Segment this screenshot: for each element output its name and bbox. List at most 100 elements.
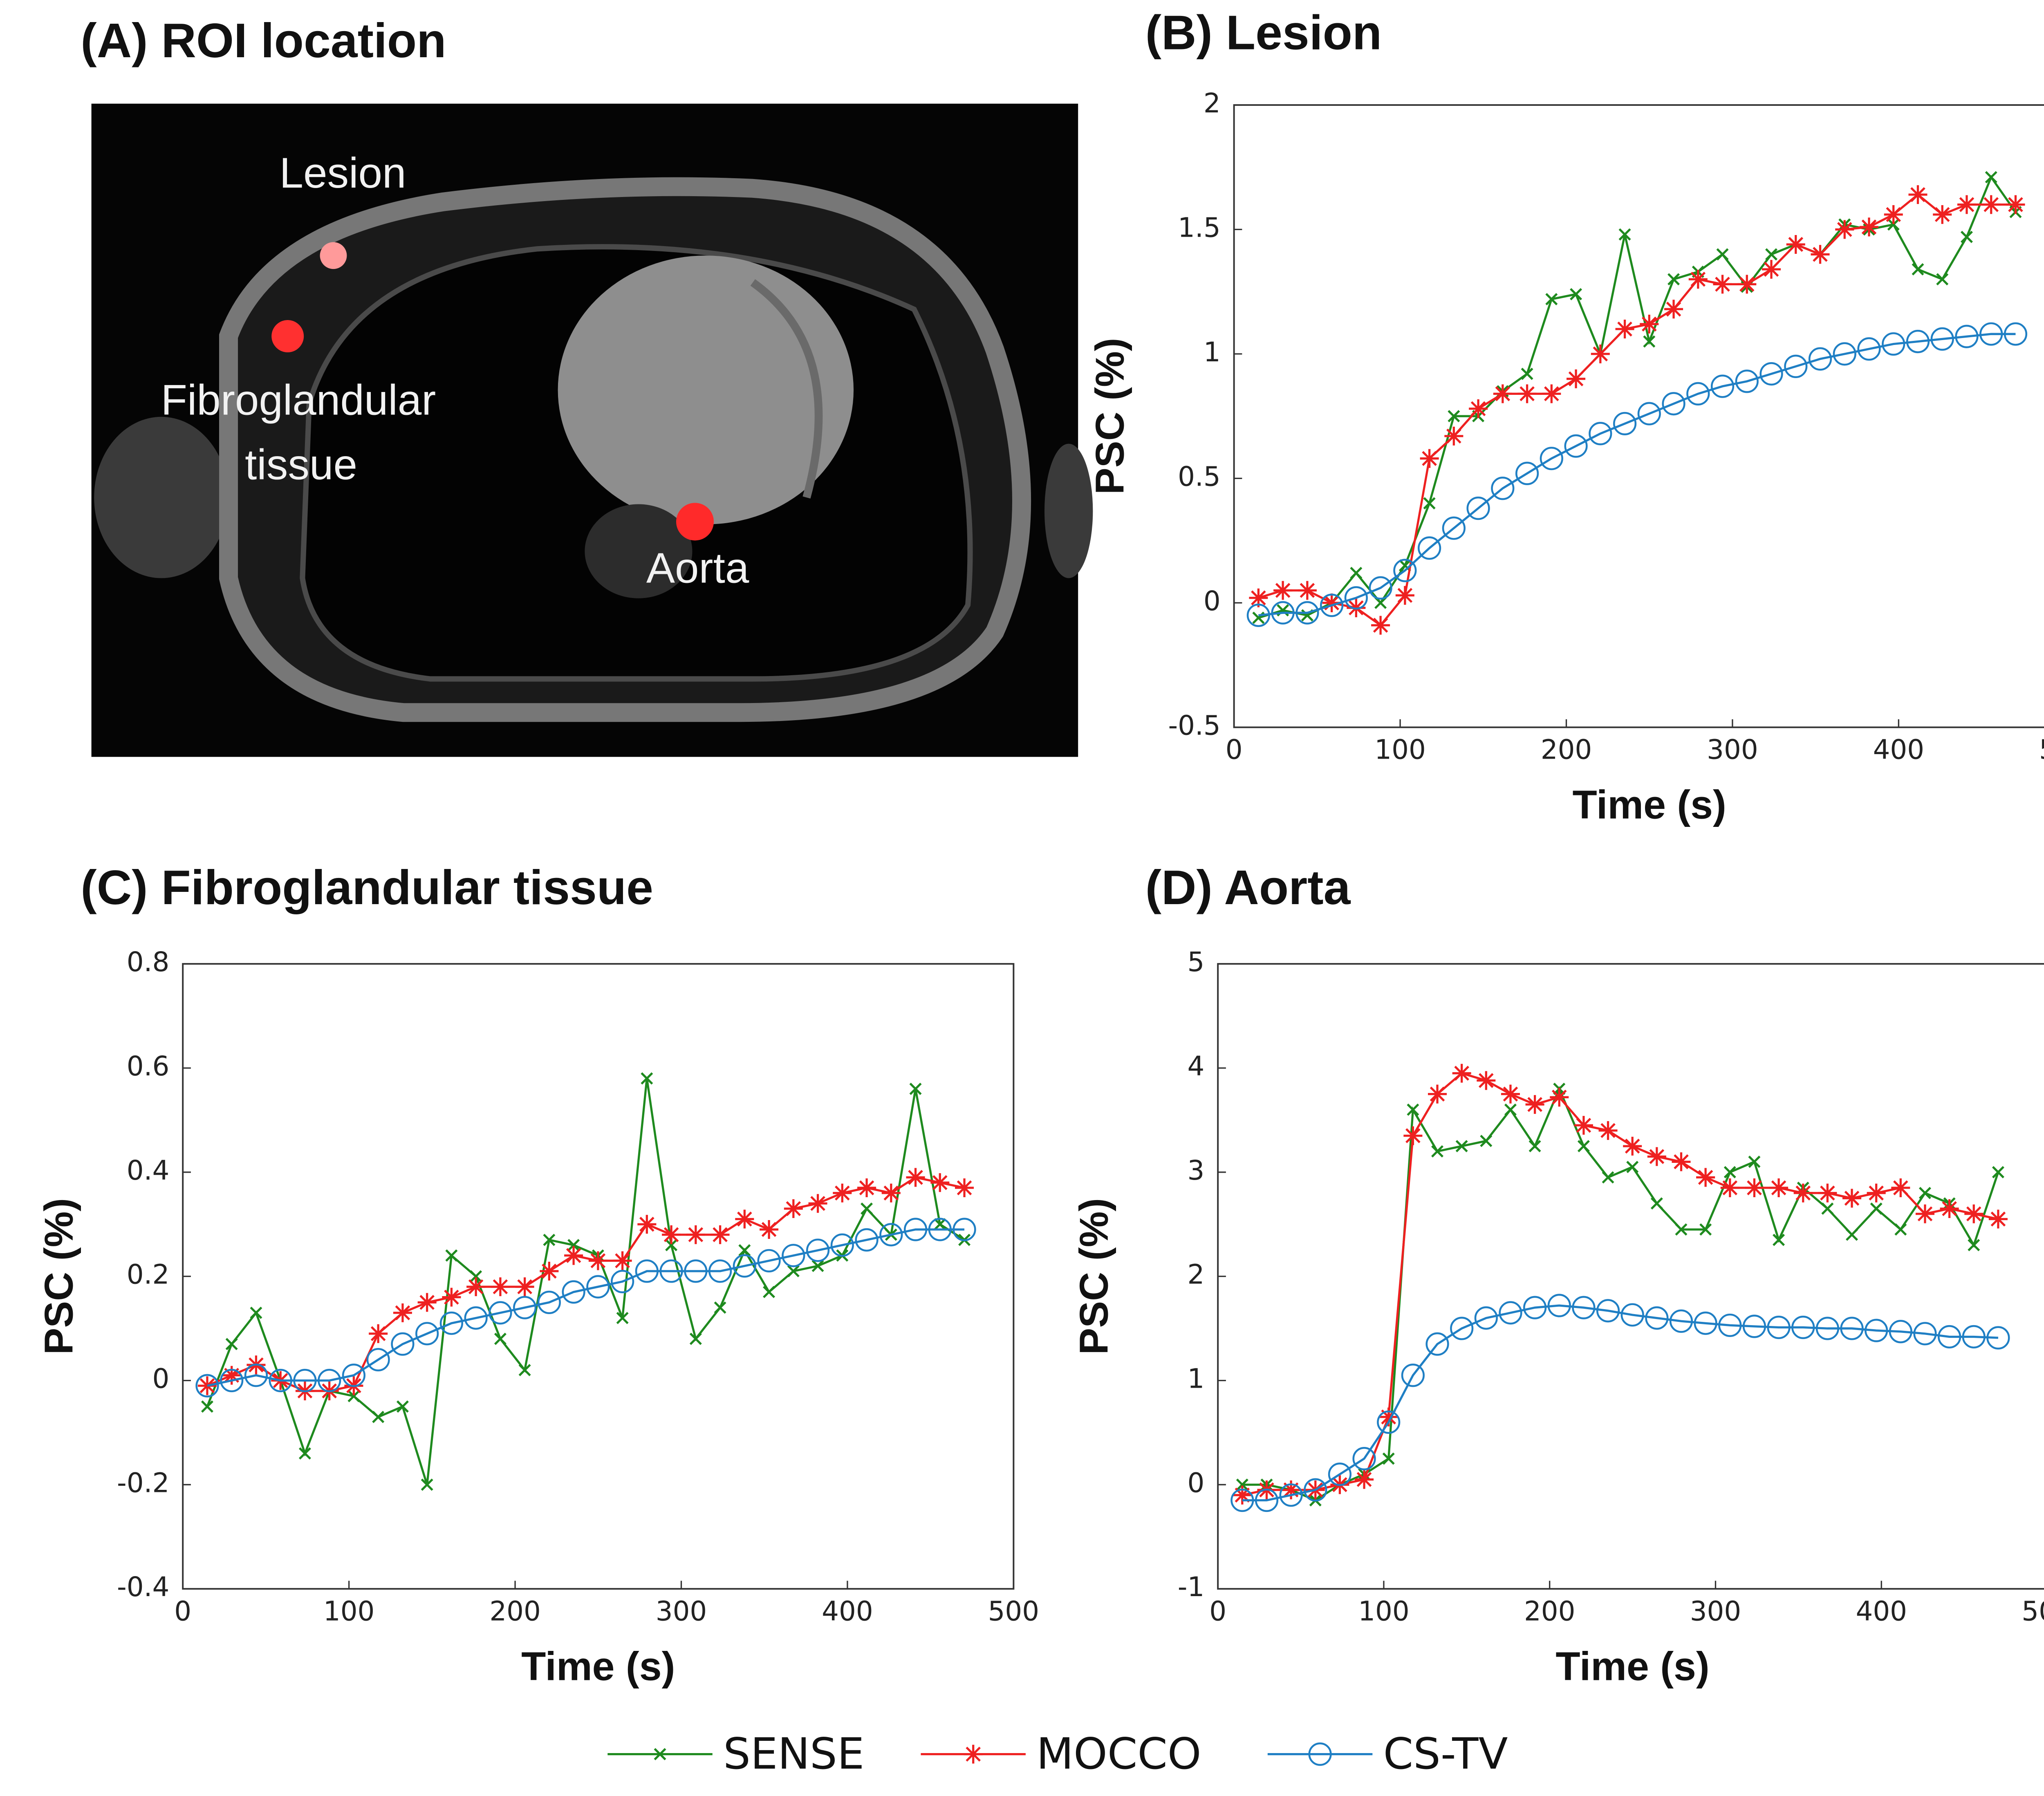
marker — [1669, 1309, 1693, 1333]
chart-title: (C) Fibroglandular tissue — [81, 861, 653, 915]
marker — [689, 1332, 702, 1345]
marker — [1542, 384, 1561, 403]
y-tick-label: 0.2 — [127, 1259, 170, 1290]
marker — [1786, 235, 1805, 254]
marker — [1724, 1166, 1736, 1178]
marker — [1955, 325, 1979, 348]
marker — [2004, 322, 2028, 346]
marker — [1908, 185, 1927, 204]
x-tick-label: 0 — [1226, 734, 1243, 766]
marker — [1540, 447, 1563, 470]
x-tick-label: 500 — [2039, 734, 2044, 766]
marker — [1981, 195, 2001, 214]
marker — [537, 1290, 561, 1314]
marker — [1271, 601, 1295, 625]
marker — [1640, 314, 1659, 334]
marker — [220, 1368, 244, 1393]
marker — [1762, 260, 1781, 279]
marker — [1499, 1301, 1522, 1325]
roi-label: Lesion — [279, 149, 406, 197]
marker — [1618, 228, 1631, 241]
marker — [293, 1368, 317, 1393]
x-tick-label: 100 — [1374, 734, 1426, 766]
marker — [1477, 1071, 1496, 1090]
marker — [1450, 1317, 1474, 1340]
x-axis-label: Time (s) — [1573, 782, 1726, 827]
panel-title: (A) ROI location — [81, 14, 446, 68]
x-tick-label: 500 — [988, 1595, 1040, 1627]
marker — [518, 1364, 531, 1377]
roi-label: Fibroglandular — [161, 376, 436, 424]
marker — [784, 1199, 803, 1218]
marker — [1547, 1294, 1571, 1317]
marker — [1936, 273, 1949, 286]
marker — [738, 1244, 751, 1256]
y-tick-label: 4 — [1187, 1050, 1204, 1082]
marker — [616, 1312, 629, 1324]
marker — [1431, 1145, 1444, 1158]
series-line — [1242, 1304, 1999, 1502]
marker — [1379, 1407, 1398, 1426]
x-tick-label: 400 — [822, 1595, 873, 1627]
marker — [1930, 327, 1954, 351]
x-tick-label: 0 — [1209, 1595, 1226, 1627]
marker — [588, 1251, 607, 1270]
marker — [735, 1209, 754, 1229]
series-line — [207, 1228, 965, 1387]
marker — [1912, 263, 1924, 275]
y-tick-label: -0.4 — [117, 1571, 169, 1603]
marker — [1564, 434, 1588, 458]
marker — [1452, 1064, 1471, 1083]
marker — [1645, 1306, 1669, 1330]
marker — [1882, 332, 1905, 356]
marker — [1891, 1178, 1910, 1198]
x-tick-label: 400 — [1873, 734, 1925, 766]
marker — [708, 1259, 732, 1283]
marker — [1664, 300, 1683, 319]
y-tick-label: 0.4 — [127, 1155, 170, 1186]
marker — [421, 1478, 433, 1491]
marker — [955, 1178, 974, 1198]
y-tick-label: 2 — [1204, 87, 1221, 119]
marker — [879, 1223, 903, 1247]
marker — [1613, 412, 1637, 436]
marker — [1791, 1315, 1815, 1339]
marker — [515, 1277, 534, 1297]
marker — [393, 1303, 412, 1322]
marker — [1455, 1140, 1468, 1153]
marker — [710, 1225, 730, 1244]
marker — [1845, 1228, 1858, 1241]
marker — [1710, 374, 1735, 398]
marker — [445, 1249, 458, 1262]
marker — [1474, 1306, 1498, 1330]
marker — [1643, 335, 1656, 348]
marker — [1620, 1303, 1644, 1327]
marker — [466, 1277, 486, 1297]
marker — [347, 1390, 360, 1402]
marker — [562, 1280, 585, 1304]
marker — [396, 1400, 409, 1413]
marker — [1675, 1223, 1688, 1236]
marker — [662, 1225, 681, 1244]
marker — [1403, 1126, 1423, 1145]
marker — [903, 1218, 928, 1241]
marker — [1480, 1135, 1493, 1147]
marker — [1469, 399, 1488, 418]
marker — [857, 1178, 876, 1198]
y-tick-label: 0 — [1204, 585, 1221, 617]
y-tick-label: 0 — [1187, 1467, 1204, 1498]
marker — [342, 1364, 366, 1387]
marker — [659, 1259, 683, 1283]
y-axis-label: PSC (%) — [36, 1198, 81, 1355]
x-tick-label: 200 — [1541, 734, 1592, 766]
marker — [1529, 1140, 1541, 1153]
roi-label: tissue — [245, 441, 357, 489]
marker — [1374, 596, 1387, 609]
x-tick-label: 300 — [1707, 734, 1758, 766]
marker — [1979, 322, 2003, 346]
marker — [1960, 231, 1973, 243]
marker — [1662, 392, 1685, 416]
marker — [1765, 248, 1778, 261]
marker — [366, 1348, 390, 1372]
marker — [1737, 275, 1757, 294]
